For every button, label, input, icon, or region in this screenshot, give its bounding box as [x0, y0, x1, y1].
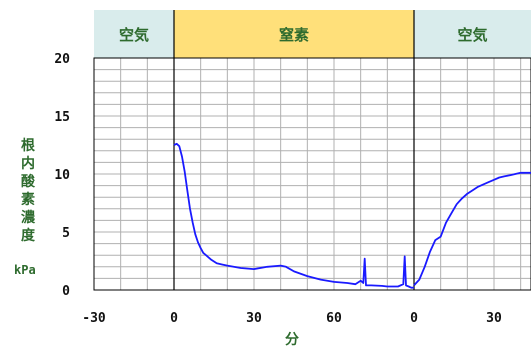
gas-phase-label: 窒素	[279, 26, 309, 44]
y-axis-title-char: 濃	[21, 209, 36, 226]
gas-phase-label: 空気	[457, 26, 487, 44]
y-axis-title-char: 内	[21, 155, 35, 172]
y-tick-label: 0	[62, 284, 70, 299]
gas-phase-bands: 空気 窒素 空気	[94, 10, 531, 58]
y-tick-label: 10	[54, 168, 70, 183]
x-tick-label: -30	[82, 311, 106, 326]
gas-phase-band	[94, 10, 174, 58]
x-tick-label: 0	[170, 311, 178, 326]
grid	[93, 57, 531, 291]
y-tick-labels: 0 5 10 15 20	[54, 52, 70, 299]
x-tick-label: 30	[486, 311, 502, 326]
oxygen-series-line	[173, 142, 414, 289]
series-lines	[173, 142, 531, 289]
plot-frame	[93, 57, 531, 291]
x-tick-label: 0	[410, 311, 418, 326]
y-axis-title-char: 酸	[21, 173, 36, 190]
x-tick-label: 60	[326, 311, 342, 326]
y-tick-label: 20	[54, 52, 70, 67]
phase-boundaries	[173, 10, 415, 290]
y-axis-unit: kPa	[14, 263, 36, 277]
x-tick-label: 30	[246, 311, 262, 326]
y-tick-label: 15	[54, 110, 70, 125]
y-axis-title-char: 根	[21, 137, 36, 154]
gas-phase-band	[414, 10, 531, 58]
x-tick-labels: -30 0 30 60 0 30	[82, 311, 502, 326]
gas-phase-label: 空気	[119, 26, 149, 44]
x-axis-title: 分	[285, 332, 299, 348]
oxygen-series-line	[413, 171, 531, 287]
gas-phase-band	[174, 10, 414, 58]
y-axis-title-char: 度	[21, 227, 36, 244]
y-axis-title-char: 素	[21, 191, 35, 208]
y-tick-label: 5	[62, 226, 70, 241]
